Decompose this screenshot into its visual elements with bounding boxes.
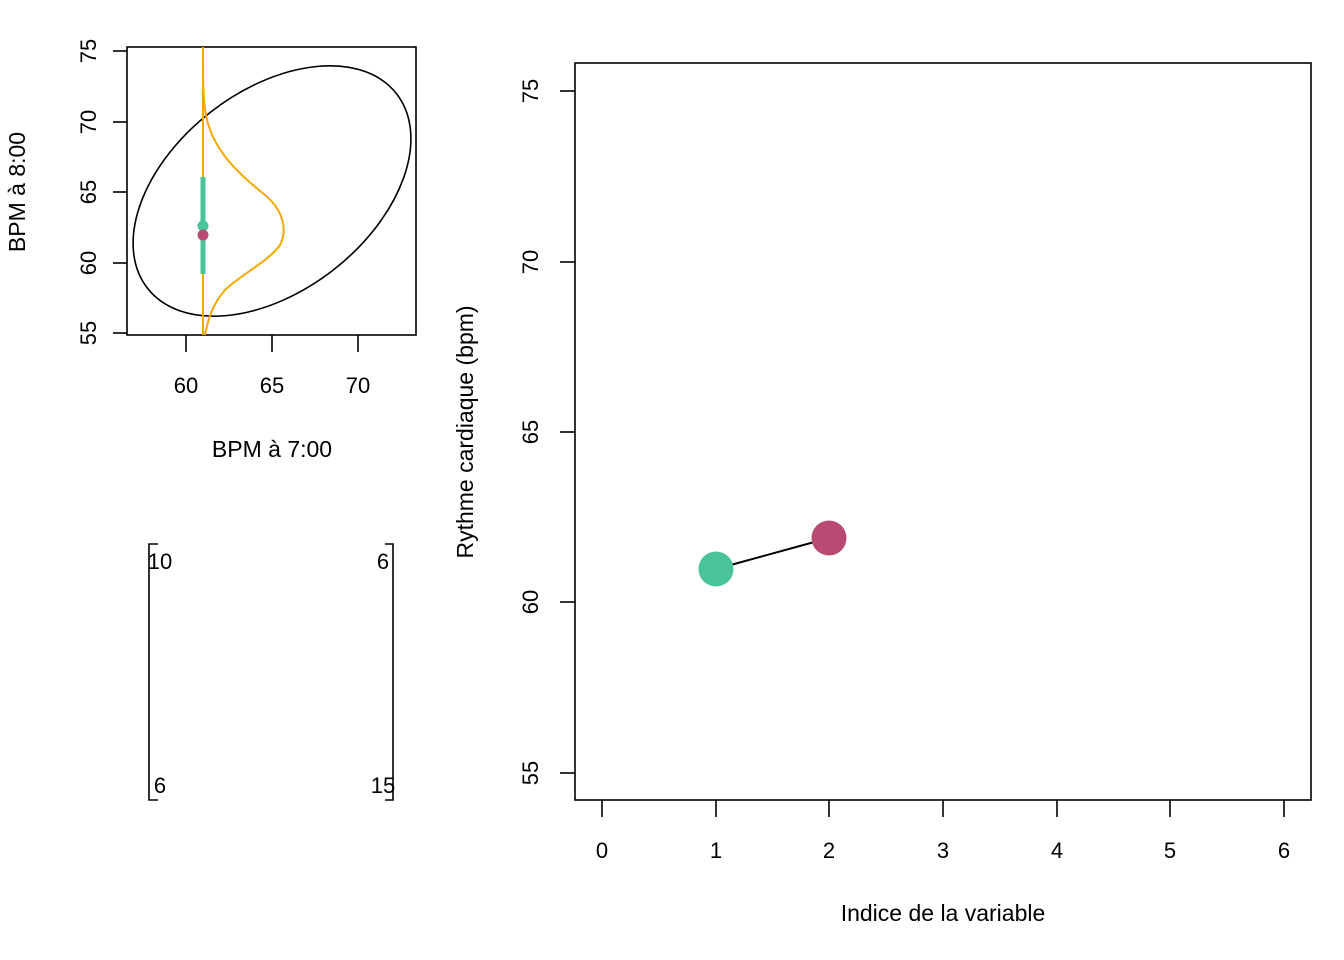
profile-point-1 — [698, 551, 734, 587]
joint-y-axis — [113, 50, 127, 334]
covariance-ellipse — [132, 65, 412, 317]
matrix-a21: 6 — [154, 773, 166, 798]
joint-ylabel: BPM à 8:00 — [4, 132, 30, 252]
profile-xtick-6: 6 — [1278, 838, 1290, 863]
matrix-a12: 6 — [377, 549, 389, 574]
profile-plot: 55 60 65 70 75 0 1 2 3 4 5 6 Indice de l… — [452, 62, 1312, 926]
matrix-a11: 10 — [148, 549, 172, 574]
profile-ytick-60: 60 — [518, 590, 543, 614]
joint-ytick-70: 70 — [76, 110, 101, 134]
profile-ytick-65: 65 — [518, 420, 543, 444]
profile-xlabel: Indice de la variable — [841, 900, 1046, 926]
joint-ytick-55: 55 — [76, 321, 101, 345]
profile-y-axis — [560, 90, 575, 774]
joint-plot-frame — [126, 46, 417, 336]
profile-xtick-1: 1 — [710, 838, 722, 863]
profile-ylabel: Rythme cardiaque (bpm) — [452, 305, 478, 558]
profile-point-2 — [811, 520, 847, 556]
profile-xtick-3: 3 — [937, 838, 949, 863]
joint-xtick-70: 70 — [346, 373, 370, 398]
left-bracket — [148, 543, 158, 801]
magenta-point — [197, 229, 209, 241]
joint-plot: 55 60 65 70 75 60 65 70 BPM à 7:00 BPM à… — [4, 39, 417, 462]
matrix-a22: 15 — [371, 773, 395, 798]
profile-xtick-5: 5 — [1164, 838, 1176, 863]
profile-line — [715, 537, 830, 570]
joint-ytick-65: 65 — [76, 180, 101, 204]
joint-xtick-60: 60 — [174, 373, 198, 398]
joint-xlabel: BPM à 7:00 — [212, 436, 332, 462]
profile-xtick-0: 0 — [596, 838, 608, 863]
conditional-density-curve — [202, 47, 285, 335]
joint-ytick-75: 75 — [76, 39, 101, 63]
profile-ytick-55: 55 — [518, 761, 543, 785]
profile-xtick-2: 2 — [823, 838, 835, 863]
joint-ytick-60: 60 — [76, 251, 101, 275]
profile-ytick-75: 75 — [518, 79, 543, 103]
joint-xtick-65: 65 — [260, 373, 284, 398]
right-bracket — [385, 543, 394, 801]
joint-x-axis — [185, 335, 359, 352]
teal-point — [197, 220, 209, 232]
profile-plot-frame — [574, 62, 1312, 801]
profile-ytick-70: 70 — [518, 250, 543, 274]
matrix-display: 10 6 6 15 — [148, 543, 395, 801]
profile-x-axis — [601, 800, 1285, 817]
profile-xtick-4: 4 — [1051, 838, 1063, 863]
